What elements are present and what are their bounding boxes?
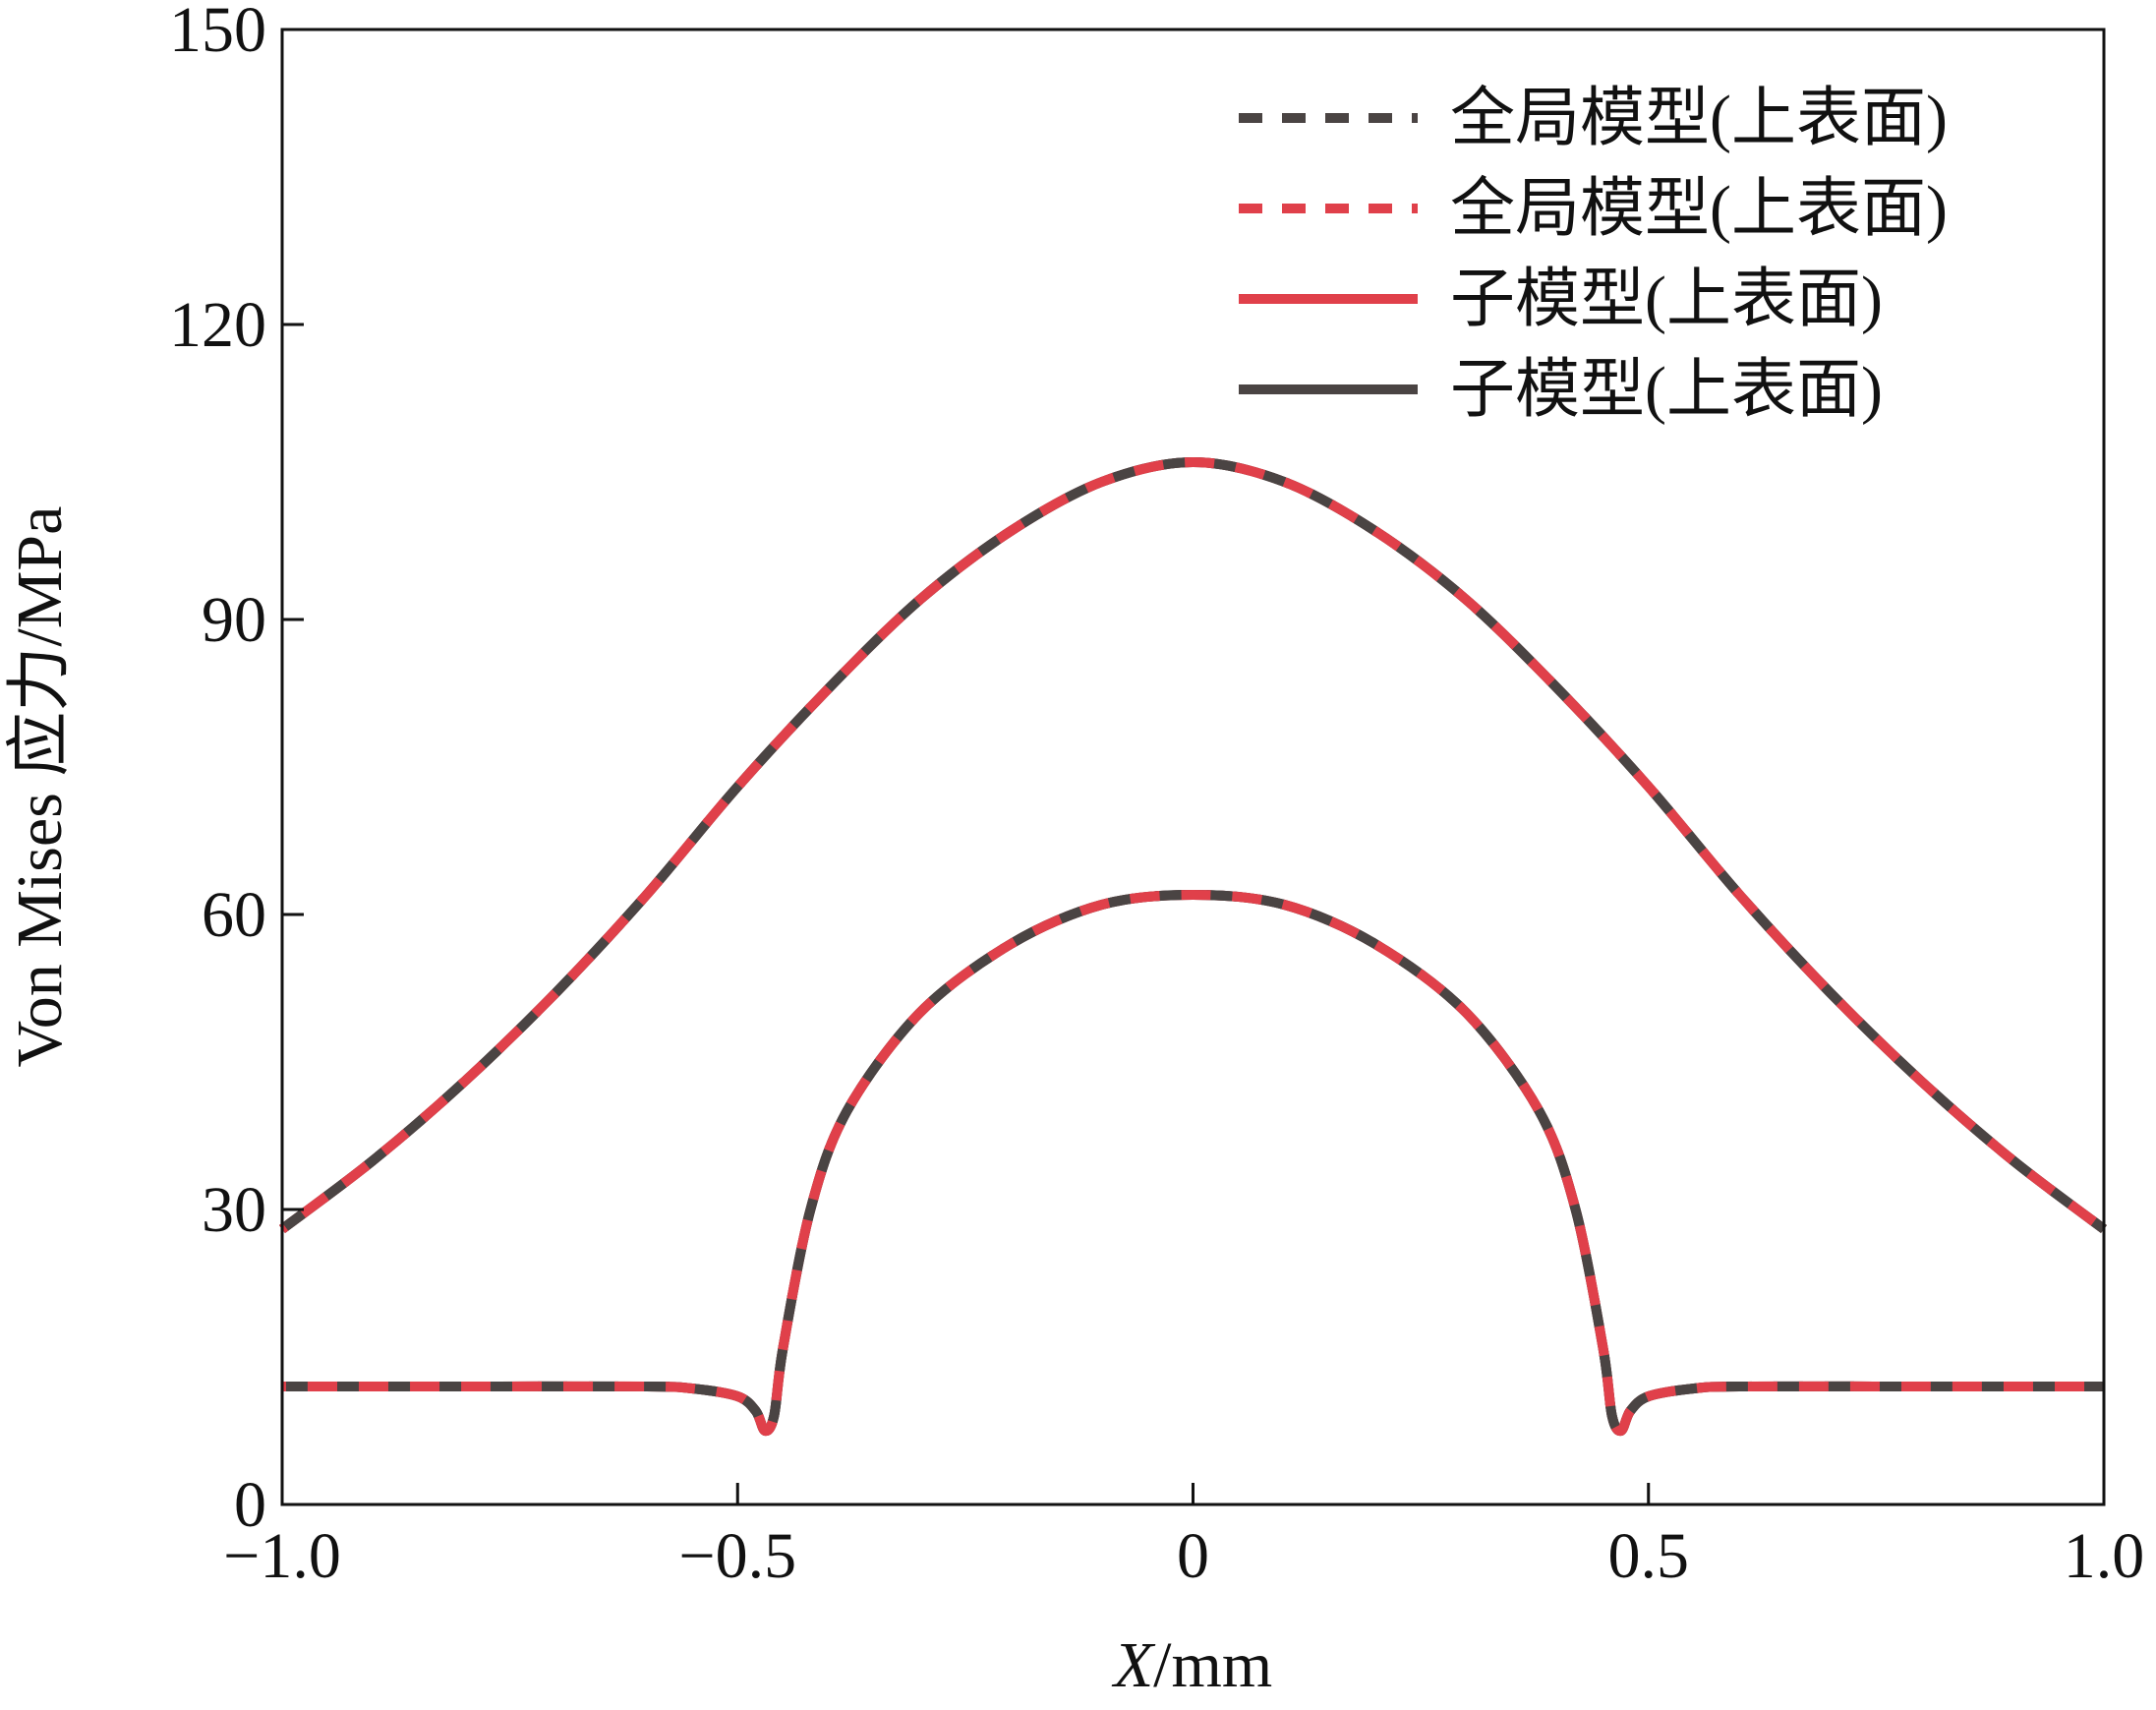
overlay-line-2: [282, 890, 2104, 1437]
x-axis-label-unit: /mm: [1153, 1629, 1272, 1701]
x-tick-label: −1.0: [223, 1520, 341, 1592]
x-tick-label: 1.0: [2064, 1520, 2145, 1592]
x-axis-label: X/mm: [1111, 1629, 1272, 1701]
x-tick-label: 0.5: [1608, 1520, 1690, 1592]
y-tick-label: 90: [202, 584, 266, 656]
series-line-4: [282, 890, 2104, 1437]
legend-label-1: 全局模型(上表面): [1450, 83, 1948, 154]
series-line-3: [282, 890, 2104, 1437]
series-line-1: [278, 457, 2108, 1233]
legend-label-4: 子模型(上表面): [1450, 354, 1883, 426]
curves-layer: [278, 457, 2108, 1437]
y-tick-label: 60: [202, 879, 266, 951]
legend: 全局模型(上表面) 全局模型(上表面) 子模型(上表面) 子模型(上表面): [1239, 83, 1948, 426]
legend-label-2: 全局模型(上表面): [1450, 173, 1948, 245]
series-line-2: [278, 457, 2108, 1233]
x-tick-label: 0: [1177, 1520, 1209, 1592]
plot-frame: [280, 28, 2106, 1506]
legend-label-3: 子模型(上表面): [1450, 264, 1883, 335]
y-axis-label: Von Mises 应力/MPa: [4, 506, 76, 1068]
ticks-layer: −1.0 −0.5 0 0.5 1.0 0 30 60 90 120 150: [169, 0, 2144, 1592]
y-tick-label: 0: [234, 1469, 266, 1541]
y-tick-label: 150: [169, 0, 266, 66]
overlay-line-4: [278, 457, 2108, 1233]
y-tick-label: 30: [202, 1174, 266, 1246]
overlay-line-3: [278, 457, 2108, 1233]
x-tick-label: −0.5: [678, 1520, 796, 1592]
x-axis-label-var: X: [1111, 1629, 1156, 1701]
overlay-line-1: [282, 890, 2104, 1437]
y-tick-label: 120: [169, 289, 266, 361]
